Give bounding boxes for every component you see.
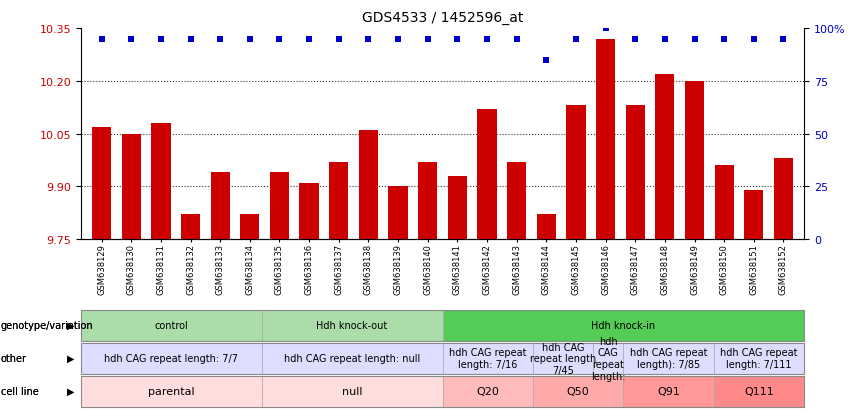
Bar	[744, 190, 763, 240]
Bar	[359, 131, 378, 240]
Bar	[448, 176, 467, 240]
Bar	[715, 166, 734, 240]
Text: hdh CAG
repeat length
7/45: hdh CAG repeat length 7/45	[530, 342, 597, 375]
Text: Q20: Q20	[477, 386, 500, 396]
Text: genotype/variation: genotype/variation	[1, 320, 94, 330]
Bar	[388, 187, 408, 240]
Text: genotype/variation: genotype/variation	[1, 320, 94, 330]
Bar	[566, 106, 585, 240]
Text: cell line: cell line	[1, 386, 38, 396]
Bar	[92, 127, 111, 240]
Bar	[151, 123, 170, 240]
Bar	[240, 215, 260, 240]
Text: Q111: Q111	[744, 386, 774, 396]
Bar	[210, 173, 230, 240]
Text: hdh CAG repeat length: 7/7: hdh CAG repeat length: 7/7	[105, 353, 238, 363]
Bar	[418, 162, 437, 240]
Bar	[270, 173, 289, 240]
Text: Hdh knock-out: Hdh knock-out	[317, 320, 388, 330]
Bar	[477, 110, 497, 240]
Bar	[774, 159, 793, 240]
Title: GDS4533 / 1452596_at: GDS4533 / 1452596_at	[362, 11, 523, 25]
Text: Q91: Q91	[657, 386, 680, 396]
Text: ▶: ▶	[66, 320, 74, 330]
Text: null: null	[342, 386, 363, 396]
Bar	[329, 162, 348, 240]
Text: other: other	[1, 353, 27, 363]
Text: hdh CAG repeat
length): 7/85: hdh CAG repeat length): 7/85	[630, 347, 707, 369]
Text: ▶: ▶	[66, 353, 74, 363]
Bar	[625, 106, 645, 240]
Text: ▶: ▶	[66, 386, 74, 396]
Bar	[685, 82, 704, 240]
Text: parental: parental	[148, 386, 195, 396]
Bar	[537, 215, 556, 240]
Text: control: control	[154, 320, 188, 330]
Bar	[181, 215, 200, 240]
Bar	[300, 183, 319, 240]
Bar	[122, 134, 141, 240]
Text: Q50: Q50	[567, 386, 590, 396]
Text: cell line: cell line	[1, 386, 38, 396]
Text: hdh CAG repeat
length: 7/16: hdh CAG repeat length: 7/16	[449, 347, 527, 369]
Bar	[507, 162, 526, 240]
Text: other: other	[1, 353, 27, 363]
Text: hdh CAG repeat
length: 7/111: hdh CAG repeat length: 7/111	[720, 347, 797, 369]
Text: Hdh knock-in: Hdh knock-in	[591, 320, 655, 330]
Bar	[596, 39, 615, 240]
Bar	[655, 74, 675, 240]
Text: hdh CAG repeat length: null: hdh CAG repeat length: null	[284, 353, 420, 363]
Text: hdh
CAG
repeat
length:: hdh CAG repeat length:	[591, 336, 625, 381]
